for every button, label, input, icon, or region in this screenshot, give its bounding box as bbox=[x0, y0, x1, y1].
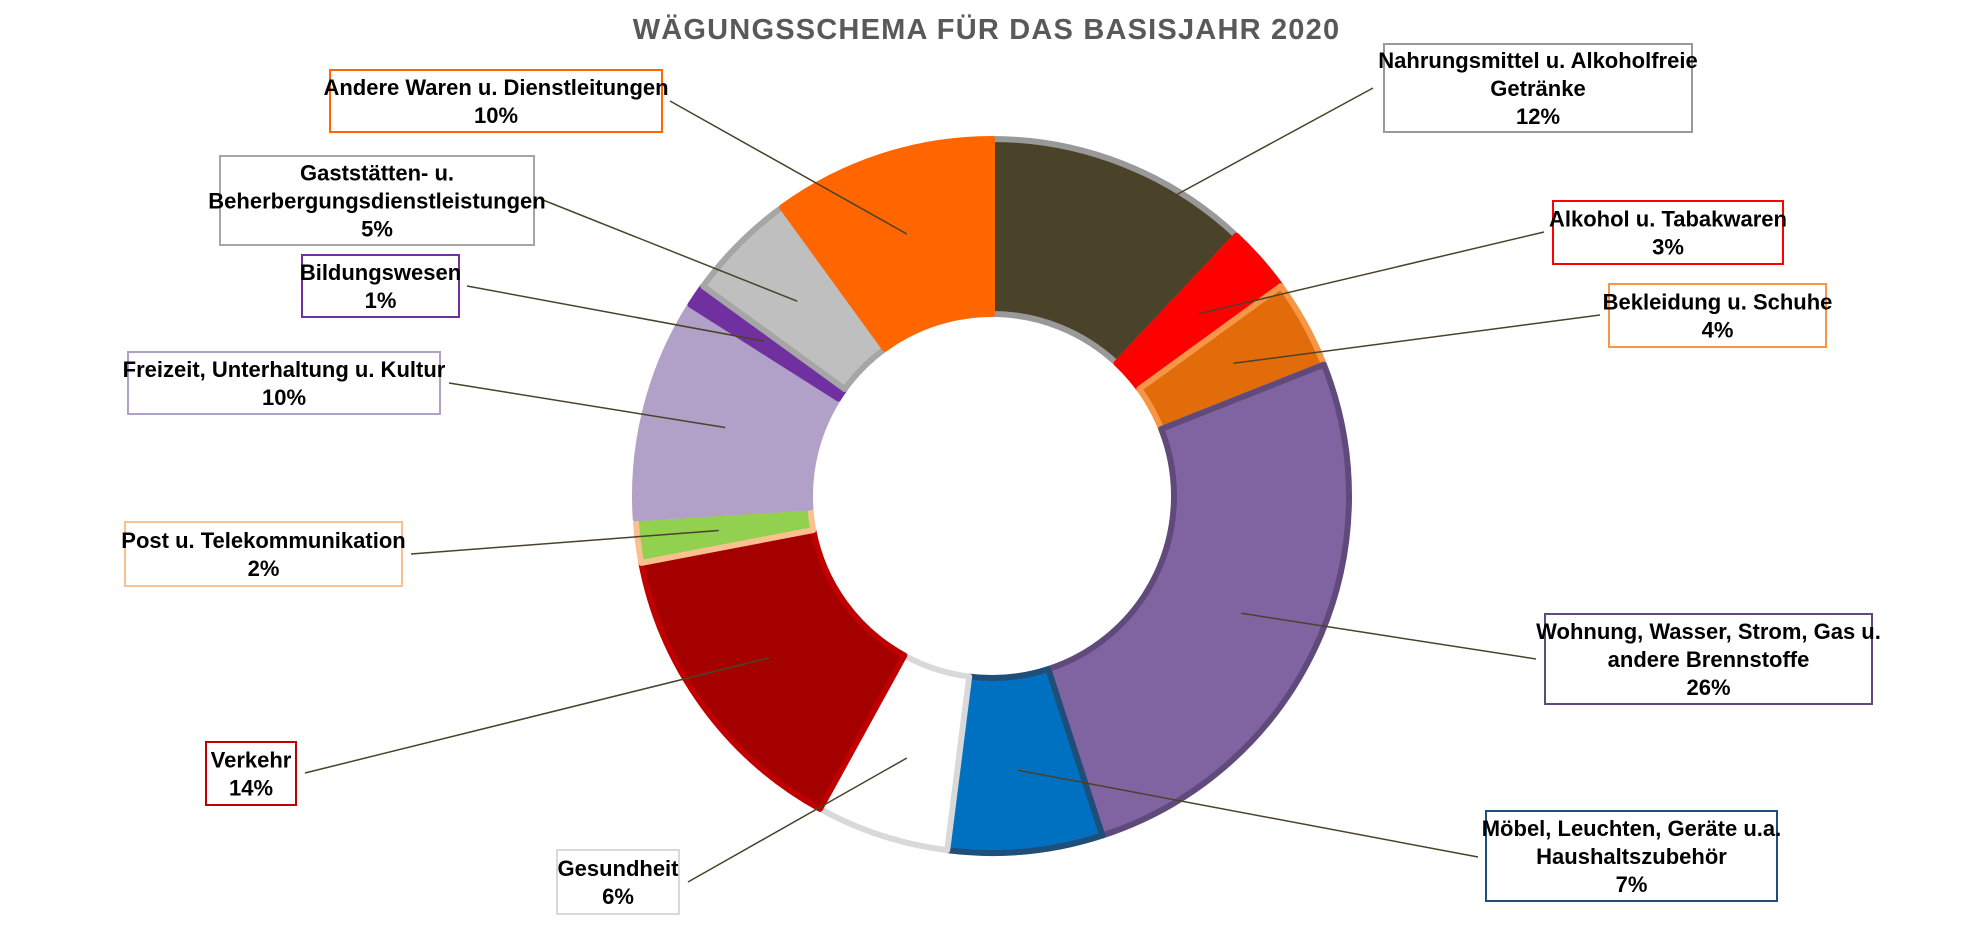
label-value: 10% bbox=[474, 103, 518, 128]
label-name: Nahrungsmittel u. Alkoholfreie bbox=[1378, 48, 1697, 73]
donut-slice bbox=[638, 527, 908, 812]
leader-line bbox=[687, 757, 908, 883]
label-name: Möbel, Leuchten, Geräte u.a. bbox=[1482, 816, 1782, 841]
label-box bbox=[329, 69, 663, 133]
label-name: Beherbergungsdienstleistungen bbox=[208, 189, 545, 214]
label-value: 4% bbox=[1702, 318, 1734, 343]
label-box bbox=[556, 849, 680, 915]
leader-line bbox=[410, 529, 719, 555]
chart-title: WÄGUNGSSCHEMA FÜR DAS BASISJAHR 2020 bbox=[632, 14, 1341, 46]
label-name: Andere Waren u. Dienstleitungen bbox=[323, 75, 668, 100]
label-name: Wohnung, Wasser, Strom, Gas u. bbox=[1536, 619, 1881, 644]
leader-line bbox=[669, 100, 908, 235]
leader-line bbox=[466, 285, 765, 342]
data-label: Gesundheit 6% bbox=[556, 849, 680, 915]
leader-line bbox=[542, 199, 798, 302]
leader-line bbox=[1017, 769, 1479, 858]
label-value: 7% bbox=[1616, 872, 1648, 897]
data-label: Möbel, Leuchten, Geräte u.a. Haushaltszub… bbox=[1482, 810, 1782, 902]
label-name: Post u. Telekommunikation bbox=[121, 528, 405, 553]
label-box bbox=[1608, 283, 1827, 348]
label-box bbox=[124, 521, 403, 587]
label-box bbox=[219, 155, 535, 246]
data-label: Wohnung, Wasser, Strom, Gas u. andere Bre… bbox=[1536, 613, 1881, 705]
data-label: Freizeit, Unterhaltung u. Kultur 10% bbox=[123, 351, 446, 415]
data-label: Verkehr 14% bbox=[205, 741, 297, 806]
label-name: Gaststätten- u. bbox=[300, 161, 454, 186]
data-label: Post u. Telekommunikation 2% bbox=[121, 521, 406, 587]
label-value: 6% bbox=[602, 884, 634, 909]
label-value: 10% bbox=[262, 385, 306, 410]
leader-line bbox=[1233, 314, 1601, 365]
label-box bbox=[1552, 200, 1784, 265]
data-label: Bekleidung u. Schuhe 4% bbox=[1603, 283, 1833, 348]
donut-slice bbox=[1045, 361, 1352, 839]
label-value: 5% bbox=[361, 217, 393, 242]
data-label: Alkohol u. Tabakwaren 3% bbox=[1549, 200, 1787, 265]
label-value: 3% bbox=[1652, 235, 1684, 260]
leader-line bbox=[1093, 87, 1374, 241]
label-value: 26% bbox=[1686, 675, 1730, 700]
label-name: Alkohol u. Tabakwaren bbox=[1549, 207, 1787, 232]
label-value: 12% bbox=[1516, 104, 1560, 129]
label-name: Bildungswesen bbox=[300, 260, 461, 285]
label-box bbox=[205, 741, 297, 806]
data-label: Andere Waren u. Dienstleitungen 10% bbox=[323, 69, 669, 133]
data-label: Gaststätten- u. Beherbergungsdienstleistu… bbox=[208, 155, 546, 246]
leader-line bbox=[304, 657, 770, 774]
leader-line bbox=[1198, 231, 1545, 315]
data-label: Nahrungsmittel u. Alkoholfreie Getränke 12… bbox=[1378, 43, 1698, 133]
label-box bbox=[301, 254, 460, 318]
label-name: andere Brennstoffe bbox=[1608, 647, 1810, 672]
label-name: Gesundheit bbox=[557, 856, 679, 881]
label-value: 14% bbox=[229, 776, 273, 801]
label-name: Bekleidung u. Schuhe bbox=[1603, 290, 1833, 315]
label-name: Freizeit, Unterhaltung u. Kultur bbox=[123, 357, 446, 382]
leader-line bbox=[1241, 612, 1537, 660]
leader-line bbox=[448, 382, 726, 429]
label-name: Getränke bbox=[1490, 76, 1585, 101]
data-label: Bildungswesen 1% bbox=[300, 254, 461, 318]
label-box bbox=[1485, 810, 1778, 902]
label-box bbox=[127, 351, 441, 415]
label-name: Verkehr bbox=[211, 748, 292, 773]
label-value: 1% bbox=[365, 288, 397, 313]
label-box bbox=[1544, 613, 1873, 705]
label-value: 2% bbox=[248, 556, 280, 581]
label-name: Haushaltszubehör bbox=[1536, 844, 1727, 869]
label-box bbox=[1383, 43, 1693, 133]
donut-slice bbox=[779, 136, 995, 352]
